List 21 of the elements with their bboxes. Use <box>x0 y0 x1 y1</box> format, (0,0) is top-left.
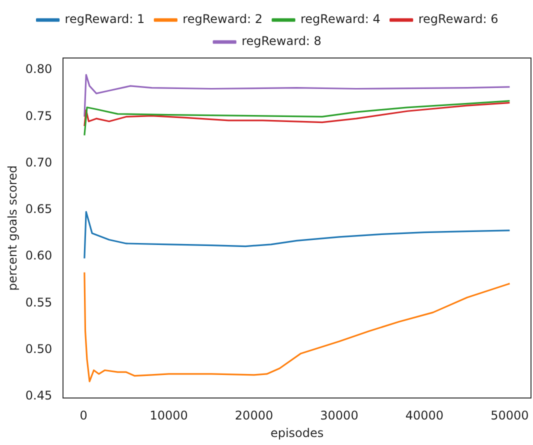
legend-label: regReward: 2 <box>182 12 263 26</box>
y-tick-label: 0.80 <box>25 62 52 76</box>
y-tick-label: 0.70 <box>25 155 52 170</box>
x-tick-label: 0 <box>80 408 88 423</box>
legend-label: regReward: 8 <box>242 34 322 48</box>
y-tick-label: 0.50 <box>25 342 52 356</box>
legend-label: regReward: 1 <box>64 12 145 26</box>
x-tick-label: 30000 <box>320 408 358 423</box>
x-tick-label: 10000 <box>150 408 188 423</box>
x-axis-title: episodes <box>270 426 324 440</box>
y-tick-label: 0.65 <box>25 202 52 216</box>
x-tick-label: 20000 <box>234 408 274 423</box>
legend-label: regReward: 4 <box>300 12 380 26</box>
y-tick-label: 0.55 <box>25 295 52 310</box>
y-axis-title: percent goals scored <box>5 165 20 291</box>
y-tick-label: 0.45 <box>25 388 52 402</box>
y-tick-label: 0.60 <box>25 248 52 263</box>
y-tick-label: 0.75 <box>25 108 52 123</box>
legend-label: regReward: 6 <box>418 12 498 26</box>
x-tick-label: 50000 <box>490 408 529 423</box>
x-tick-label: 40000 <box>405 408 444 423</box>
